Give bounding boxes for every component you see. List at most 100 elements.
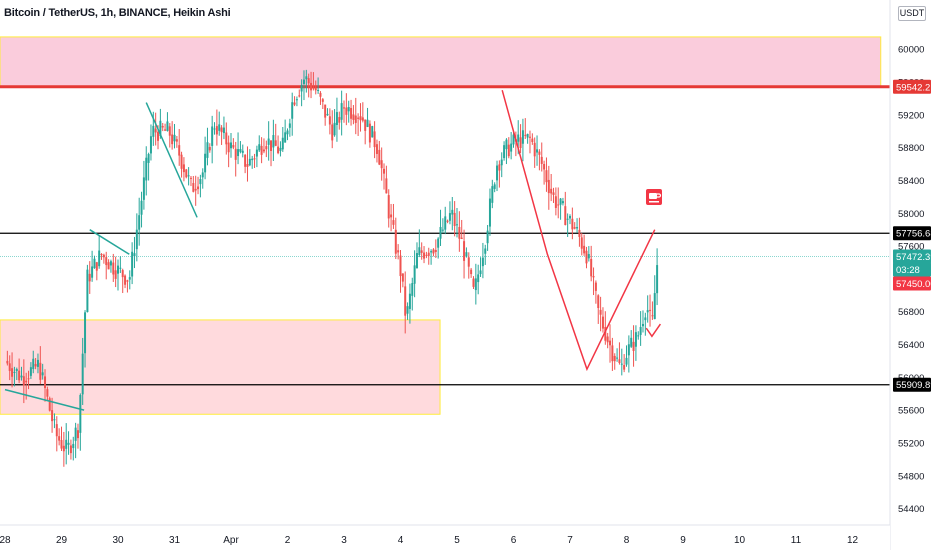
- candle-body: [272, 135, 275, 148]
- candle-body: [543, 164, 546, 170]
- candle-body: [194, 188, 197, 191]
- candle-body: [430, 251, 433, 253]
- candle-body: [545, 170, 548, 183]
- candle-body: [102, 254, 105, 258]
- candle: [350, 99, 353, 126]
- candle: [274, 123, 277, 147]
- candle-body: [284, 132, 287, 143]
- candle-body: [646, 310, 649, 313]
- candle-body: [189, 177, 192, 179]
- candle: [93, 255, 96, 269]
- candle-body: [432, 249, 435, 254]
- candle: [609, 324, 612, 363]
- candle-body: [84, 312, 87, 354]
- candle-body: [390, 214, 393, 218]
- candle: [453, 201, 456, 237]
- candle-body: [76, 430, 79, 439]
- candle: [352, 105, 355, 125]
- price-label-bg: [893, 262, 931, 277]
- candle-body: [206, 142, 209, 158]
- candle-body: [406, 306, 409, 314]
- candle: [310, 71, 313, 99]
- candle-body: [371, 126, 374, 138]
- y-tick-label: 58800: [898, 143, 924, 154]
- candle: [613, 353, 616, 370]
- candle: [241, 144, 244, 158]
- candle: [29, 362, 32, 379]
- candle-body: [404, 286, 407, 316]
- candle-body: [74, 427, 77, 441]
- candle: [486, 225, 489, 251]
- candle: [545, 157, 548, 192]
- candle: [107, 259, 110, 270]
- candle: [6, 350, 9, 366]
- candle-body: [340, 103, 343, 120]
- price-label-text: 57756.68: [896, 229, 932, 240]
- candle-body: [354, 115, 357, 123]
- candle: [154, 112, 157, 146]
- candle-body: [578, 229, 581, 237]
- candle-body: [536, 149, 539, 153]
- candle-body: [540, 156, 543, 164]
- candle: [434, 239, 437, 258]
- candle: [524, 118, 527, 140]
- candle-body: [27, 378, 30, 380]
- candle-body: [481, 257, 484, 267]
- candle: [72, 436, 75, 461]
- candle: [437, 237, 440, 259]
- candle-body: [93, 258, 96, 269]
- candle: [244, 153, 247, 174]
- candle-body: [552, 192, 555, 195]
- candle-body: [107, 262, 110, 270]
- candle: [286, 128, 289, 141]
- candle-body: [639, 326, 642, 335]
- candle-body: [29, 367, 32, 376]
- candle-body: [201, 172, 204, 178]
- candle-body: [79, 395, 82, 433]
- candle-body: [338, 117, 341, 123]
- candle-body: [46, 389, 49, 397]
- candle: [597, 294, 600, 324]
- candle-body: [149, 136, 152, 154]
- candle-body: [288, 123, 291, 128]
- candle-body: [51, 410, 54, 422]
- x-tick-label: Apr: [223, 535, 239, 546]
- candle: [145, 146, 148, 196]
- candle-body: [528, 136, 531, 138]
- candle-body: [145, 157, 148, 181]
- candle: [378, 140, 381, 166]
- candle-body: [58, 436, 61, 441]
- candle-body: [321, 99, 324, 102]
- candle: [291, 92, 294, 136]
- candle-body: [470, 269, 473, 275]
- candle: [11, 352, 14, 388]
- candle: [528, 130, 531, 154]
- y-tick-label: 58000: [898, 209, 924, 220]
- y-tick-label: 58400: [898, 176, 924, 187]
- price-labels-layer: 59542.21 57756.68 57472.39 03:28 57450.00 559…: [893, 79, 932, 392]
- x-tick-label: 2: [285, 535, 291, 546]
- candle: [13, 366, 16, 387]
- candle-body: [467, 257, 470, 267]
- candle-body: [434, 249, 437, 253]
- candle-body: [175, 139, 178, 142]
- candle-body: [335, 112, 338, 126]
- time-axis[interactable]: 28 29 30 31 Apr 2 3 4 5 6 7 8 9 10 11 12: [0, 524, 890, 550]
- candle-body: [187, 175, 190, 177]
- candle: [117, 259, 119, 291]
- candle-body: [133, 253, 136, 257]
- candle-body: [36, 359, 39, 367]
- x-tick-label: 12: [847, 535, 859, 546]
- candles-layer: [6, 69, 659, 467]
- candle: [121, 268, 124, 294]
- price-label-text: 59542.21: [896, 82, 932, 93]
- candle: [439, 209, 442, 246]
- candle: [373, 121, 376, 159]
- price-label-text: 03:28: [896, 265, 920, 276]
- candle-body: [373, 131, 376, 148]
- candle-body: [463, 241, 466, 261]
- candle: [578, 217, 581, 247]
- currency-selector[interactable]: USDT: [898, 6, 926, 21]
- candle-body: [343, 107, 345, 109]
